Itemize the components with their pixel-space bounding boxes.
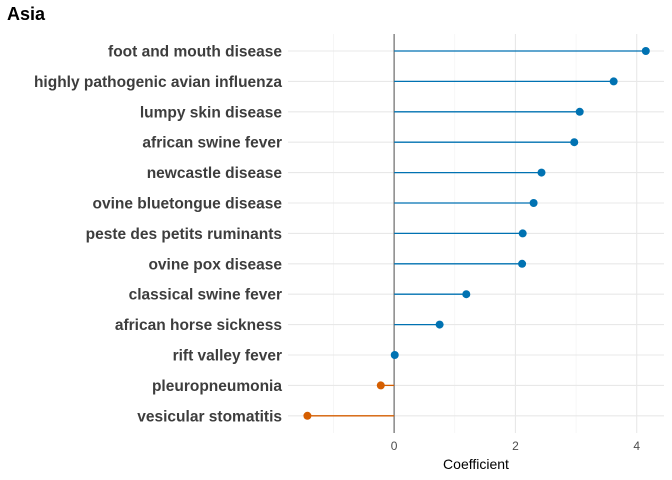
x-tick-label: 0 [391,439,398,453]
category-label: african swine fever [142,135,282,152]
lollipop-point [303,411,312,420]
category-label: classical swine fever [129,287,282,304]
category-label: african horse sickness [115,317,282,334]
lollipop-point [529,199,538,207]
category-labels: foot and mouth disease highly pathogenic … [34,44,282,426]
x-tick-labels: 0 2 4 [391,439,641,453]
lollipop-point [435,320,444,329]
category-label: highly pathogenic avian influenza [34,74,282,91]
category-label: lumpy skin disease [140,104,283,121]
lollipop-point [376,381,385,390]
category-label: pleuropneumonia [152,378,282,395]
lollipop-point [575,107,584,116]
category-label: newcastle disease [147,165,283,182]
x-tick-label: 4 [633,439,640,453]
lollipop-point [570,138,579,147]
category-label: foot and mouth disease [108,44,282,61]
category-label: peste des petits ruminants [86,226,282,243]
category-label: ovine pox disease [148,256,282,273]
lollipop-point [641,47,650,55]
x-tick-label: 2 [512,439,519,453]
lollipop-point [518,229,527,238]
category-label: ovine bluetongue disease [93,196,283,213]
chart-title: Asia [7,4,46,24]
x-axis-title: Coefficient [443,456,509,472]
lollipop-point [390,351,399,359]
category-label: vesicular stomatitis [137,408,282,425]
lollipop-stems [307,50,646,417]
lollipop-points [303,47,650,420]
category-label: rift valley fever [173,348,282,365]
lollipop-point [537,168,546,177]
lollipop-point [518,259,527,268]
lollipop-point [609,77,618,86]
lollipop-point [462,290,471,299]
